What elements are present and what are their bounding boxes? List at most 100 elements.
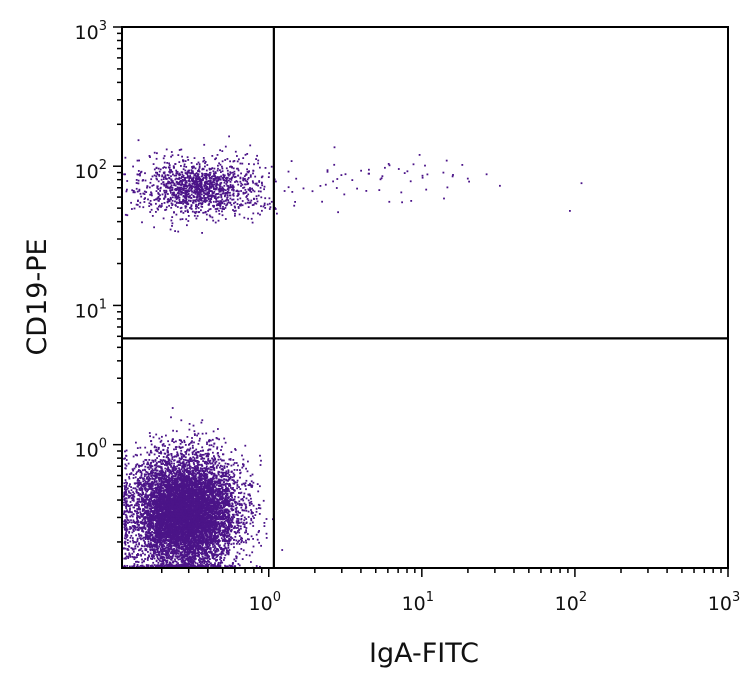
data-point (155, 544, 158, 546)
data-point (207, 547, 210, 550)
data-point (130, 534, 133, 537)
data-point (200, 458, 203, 460)
data-point (158, 517, 161, 520)
data-point (212, 494, 215, 497)
data-point (207, 467, 210, 470)
data-point (230, 519, 233, 522)
data-point (205, 514, 208, 516)
data-point (134, 528, 137, 531)
data-point (236, 484, 239, 486)
data-point (189, 468, 192, 470)
data-point (149, 548, 152, 551)
data-point (234, 535, 237, 538)
data-point (235, 462, 238, 464)
data-point (201, 552, 204, 555)
data-point (212, 464, 215, 466)
data-point (232, 489, 235, 491)
data-point (134, 487, 137, 490)
data-point (168, 443, 171, 446)
data-point (231, 563, 234, 565)
data-point (214, 562, 216, 565)
data-point (252, 512, 254, 514)
data-point (208, 533, 211, 535)
data-point (212, 544, 214, 546)
data-point (182, 454, 185, 456)
data-point (213, 484, 216, 487)
data-point (171, 473, 173, 475)
data-point (210, 468, 213, 471)
data-point (155, 433, 158, 436)
data-point (156, 517, 158, 520)
data-point (137, 507, 140, 509)
data-point (214, 489, 216, 491)
data-point (205, 476, 208, 478)
data-point (162, 524, 165, 526)
data-point (219, 464, 222, 467)
data-point (215, 559, 217, 562)
data-point (178, 439, 181, 441)
data-point (158, 483, 161, 485)
data-point (168, 544, 171, 546)
data-point (223, 493, 225, 495)
data-point (123, 557, 126, 560)
data-point (138, 542, 140, 545)
data-point (222, 535, 224, 537)
data-point (157, 519, 160, 521)
data-point (138, 543, 140, 546)
data-point (207, 535, 209, 538)
data-point (138, 498, 140, 500)
data-point (217, 549, 220, 552)
data-point (197, 443, 200, 445)
data-point (164, 464, 166, 466)
data-point (130, 521, 133, 524)
data-point (209, 439, 212, 442)
data-point (223, 489, 226, 491)
data-point (133, 563, 136, 565)
data-point (220, 559, 223, 562)
data-point (125, 536, 128, 538)
data-point (158, 545, 161, 548)
data-point (169, 542, 171, 544)
data-point (204, 462, 206, 465)
data-point (136, 463, 139, 466)
data-point (218, 538, 220, 541)
data-point (205, 543, 207, 546)
data-point (199, 437, 201, 440)
data-point (128, 476, 130, 478)
data-point (207, 462, 210, 465)
data-point (238, 552, 241, 555)
data-point (227, 471, 230, 474)
data-point (201, 483, 204, 486)
data-point (164, 493, 167, 496)
data-point (250, 517, 253, 520)
data-point (163, 556, 165, 559)
data-point (175, 473, 177, 476)
data-point (192, 447, 194, 449)
data-point (205, 561, 208, 563)
data-point (179, 452, 182, 455)
data-point (220, 504, 222, 507)
data-point (228, 542, 230, 545)
data-point (207, 556, 210, 559)
data-point (201, 544, 204, 547)
data-point (194, 564, 196, 567)
data-point (176, 546, 178, 549)
data-point (210, 498, 213, 501)
data-point (178, 467, 180, 470)
data-point (199, 464, 201, 466)
data-point (134, 526, 137, 529)
data-point (155, 564, 158, 567)
data-point (215, 553, 218, 556)
data-point (136, 540, 139, 543)
data-point (123, 493, 126, 496)
data-point (249, 474, 252, 477)
data-point (140, 544, 143, 547)
data-point (171, 440, 174, 442)
data-point (164, 526, 166, 529)
data-point (192, 462, 195, 464)
data-point (220, 474, 223, 477)
data-point (172, 471, 175, 474)
data-point (211, 533, 213, 536)
data-point (165, 534, 168, 536)
data-point (188, 518, 191, 521)
